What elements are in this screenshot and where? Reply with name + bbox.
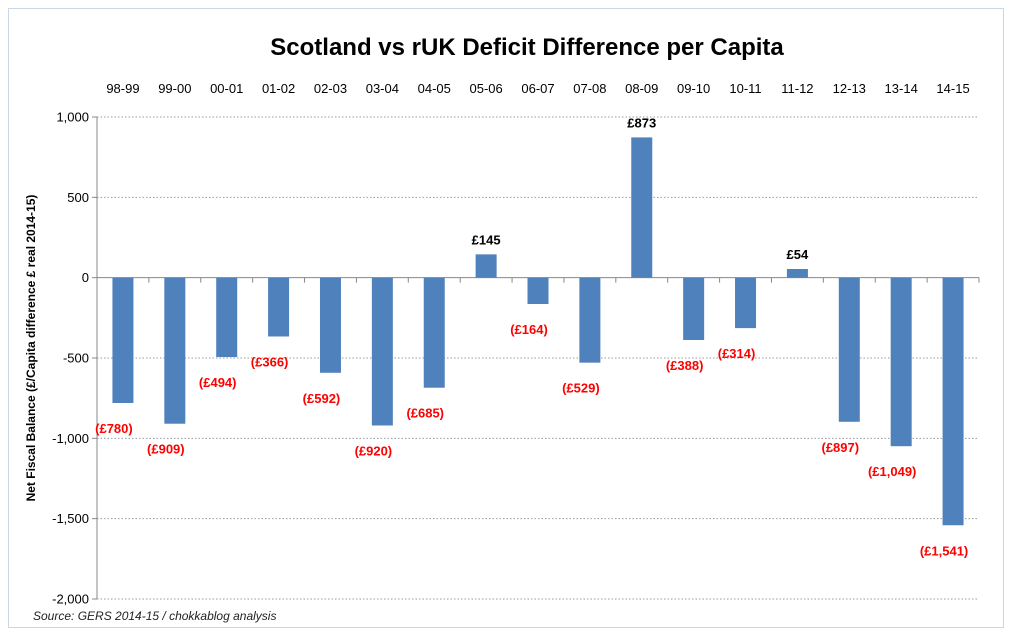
bar-02-03 xyxy=(319,277,341,373)
data-label: (£1,541) xyxy=(920,543,968,558)
bar-07-08 xyxy=(579,277,601,363)
chart-frame: Scotland vs rUK Deficit Difference per C… xyxy=(8,8,1004,628)
data-labels: (£780) (£909) (£494) (£366) (£592) (£920) (£68… xyxy=(95,115,968,558)
bar-01-02 xyxy=(268,277,290,337)
data-label: (£909) xyxy=(147,442,185,457)
bar-13-14 xyxy=(890,277,912,447)
data-label: £145 xyxy=(472,232,501,247)
data-label: (£494) xyxy=(199,375,237,390)
x-tick-labels: 98-99 99-00 00-01 01-02 02-03 03-04 04-05 05-06… xyxy=(106,81,969,96)
bars xyxy=(112,137,964,526)
data-label: (£164) xyxy=(510,322,548,337)
y-tick-label: 1,000 xyxy=(56,110,89,125)
source-note: Source: GERS 2014-15 / chokkablog analys… xyxy=(33,609,276,623)
data-label: (£780) xyxy=(95,421,133,436)
x-tick-label: 06-07 xyxy=(521,81,554,96)
x-tick-label: 14-15 xyxy=(936,81,969,96)
bar-00-01 xyxy=(216,277,238,358)
bar-98-99 xyxy=(112,277,134,403)
gridlines xyxy=(92,116,980,600)
data-label: (£366) xyxy=(251,354,289,369)
bar-14-15 xyxy=(942,277,964,526)
y-tick-label: 0 xyxy=(82,270,89,285)
x-tick-label: 04-05 xyxy=(418,81,451,96)
bar-03-04 xyxy=(371,277,393,426)
bar-06-07 xyxy=(527,277,549,305)
data-label: (£529) xyxy=(562,381,600,396)
bar-09-10 xyxy=(683,277,705,341)
data-label: (£920) xyxy=(355,443,393,458)
x-tick-label: 07-08 xyxy=(573,81,606,96)
x-tick-label: 02-03 xyxy=(314,81,347,96)
x-tick-label: 12-13 xyxy=(833,81,866,96)
x-tick-label: 08-09 xyxy=(625,81,658,96)
x-tick-label: 10-11 xyxy=(729,81,761,96)
y-tick-label: -500 xyxy=(63,351,89,366)
data-label: (£897) xyxy=(822,440,860,455)
y-tick-label: -1,500 xyxy=(52,511,89,526)
y-tick-label: 500 xyxy=(67,190,89,205)
data-label: (£592) xyxy=(303,391,341,406)
data-label: £873 xyxy=(627,115,656,130)
x-tick-label: 11-12 xyxy=(781,81,813,96)
data-label: (£388) xyxy=(666,358,704,373)
bar-10-11 xyxy=(735,277,757,329)
y-tick-label: -1,000 xyxy=(52,431,89,446)
data-label: (£1,049) xyxy=(868,464,916,479)
x-tick-label: 00-01 xyxy=(210,81,243,96)
chart-title: Scotland vs rUK Deficit Difference per C… xyxy=(270,34,784,61)
bar-12-13 xyxy=(838,277,860,422)
y-axis-label: Net Fiscal Balance (£/Capita difference … xyxy=(24,195,38,502)
x-tick-label: 99-00 xyxy=(158,81,191,96)
bar-08-09 xyxy=(631,137,653,278)
bar-11-12 xyxy=(786,268,808,278)
x-tick-label: 09-10 xyxy=(677,81,710,96)
data-label: (£314) xyxy=(718,346,756,361)
data-label: £54 xyxy=(787,247,809,262)
x-tick-label: 98-99 xyxy=(106,81,139,96)
x-tick-label: 13-14 xyxy=(885,81,918,96)
bar-chart: Scotland vs rUK Deficit Difference per C… xyxy=(24,34,980,623)
bar-99-00 xyxy=(164,277,186,424)
x-tick-label: 05-06 xyxy=(469,81,502,96)
y-tick-label: -2,000 xyxy=(52,592,89,607)
data-label: (£685) xyxy=(406,406,444,421)
y-tick-labels: 1,000 500 0 -500 -1,000 -1,500 -2,000 xyxy=(52,110,89,607)
bar-04-05 xyxy=(423,277,445,388)
x-tick-label: 03-04 xyxy=(366,81,399,96)
x-tick-label: 01-02 xyxy=(262,81,295,96)
bar-05-06 xyxy=(475,254,497,278)
